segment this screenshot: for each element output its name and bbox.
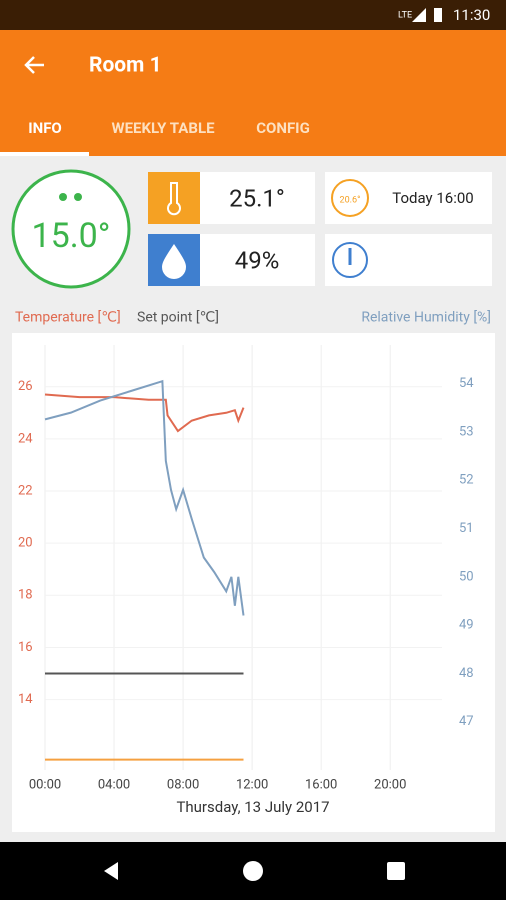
schedule: Today 16:00 [392,189,473,207]
x-tick-label: 00:00 [29,777,61,792]
y2-tick-label: 47 [459,714,474,729]
legend-entry: Temperature [℃] [15,310,121,326]
x-axis-title: Thursday, 13 July 2017 [176,798,329,816]
valve-icon [332,242,368,278]
legend-entry: Relative Humidity [%] [361,310,491,326]
current-temperature: 15.0° [32,216,111,256]
clock: 11:30 [453,6,490,24]
x-tick-label: 08:00 [167,777,199,792]
network: LTE [398,10,412,20]
nav-home[interactable] [243,861,263,881]
y-tick-label: 26 [18,379,33,394]
dot [74,193,82,201]
y-tick-label: 16 [18,640,33,655]
signal-icon [412,8,426,22]
series-line [44,379,245,616]
x-tick-label: 20:00 [374,777,406,792]
x-tick-label: 16:00 [305,777,337,792]
tab[interactable]: WEEKLY TABLE [111,119,215,137]
y-tick-label: 18 [18,588,33,603]
series-line [44,393,245,433]
y2-tick-label: 51 [459,521,474,536]
humidity: 49% [235,246,280,274]
drop-icon [162,244,186,279]
thermometer-icon [167,182,181,216]
tab-indicator [0,152,89,156]
x-tick-label: 12:00 [236,777,268,792]
y-tick-label: 24 [18,431,33,446]
status-bar [0,0,506,30]
x-tick-label: 04:00 [98,777,130,792]
badge-text: 20.6° [340,195,361,205]
legend-entry: Set point [℃] [137,310,219,326]
title: Room 1 [89,54,162,78]
back-button[interactable] [24,56,44,74]
current-dial[interactable] [11,169,131,289]
chart-card [12,333,495,832]
badge [331,179,369,217]
y-tick-label: 14 [18,692,33,707]
tab[interactable]: CONFIG [256,119,310,137]
y-tick-label: 22 [18,483,33,498]
chart: 00:00 04:00 08:00 12:00 16:00 20:00 14 16 18 20 22… [15,310,491,816]
y2-tick-label: 48 [459,666,474,681]
nav-recents[interactable] [387,862,405,880]
y2-tick-label: 53 [459,424,474,439]
y2-tick-label: 49 [459,618,474,633]
app-bar [0,30,506,156]
y2-tick-label: 50 [459,569,474,584]
dot [59,193,67,201]
y2-tick-label: 54 [459,376,474,391]
nav-back[interactable] [104,862,118,880]
y-tick-label: 20 [18,536,33,551]
y2-tick-label: 52 [459,473,474,488]
icon-box [148,172,200,224]
battery-icon [434,8,442,22]
tab[interactable]: INFO [28,119,62,137]
temperature: 25.1° [229,184,285,212]
